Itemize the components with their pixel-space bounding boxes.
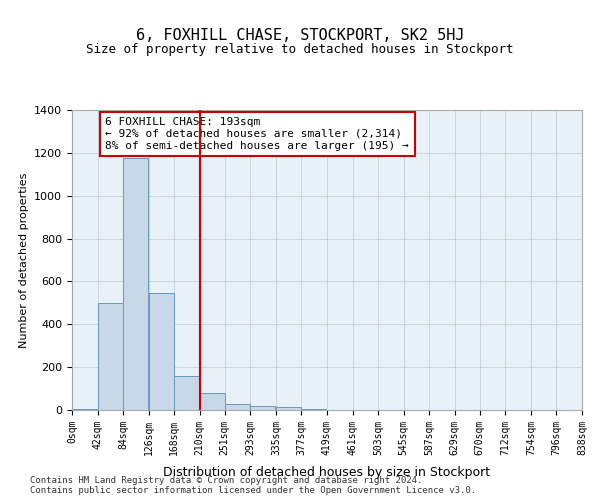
Bar <box>301 409 326 410</box>
Text: Contains HM Land Registry data © Crown copyright and database right 2024.
Contai: Contains HM Land Registry data © Crown c… <box>30 476 476 495</box>
Bar <box>72 409 97 410</box>
Bar <box>225 404 250 410</box>
Bar <box>149 293 173 410</box>
Text: 6 FOXHILL CHASE: 193sqm
← 92% of detached houses are smaller (2,314)
8% of semi-: 6 FOXHILL CHASE: 193sqm ← 92% of detache… <box>106 118 409 150</box>
Bar <box>276 408 301 410</box>
Text: Size of property relative to detached houses in Stockport: Size of property relative to detached ho… <box>86 42 514 56</box>
Bar <box>174 376 199 410</box>
X-axis label: Distribution of detached houses by size in Stockport: Distribution of detached houses by size … <box>163 466 491 479</box>
Bar <box>123 158 148 410</box>
Text: 6, FOXHILL CHASE, STOCKPORT, SK2 5HJ: 6, FOXHILL CHASE, STOCKPORT, SK2 5HJ <box>136 28 464 42</box>
Y-axis label: Number of detached properties: Number of detached properties <box>19 172 29 348</box>
Bar <box>250 406 275 410</box>
Bar <box>200 393 225 410</box>
Bar <box>98 303 122 410</box>
